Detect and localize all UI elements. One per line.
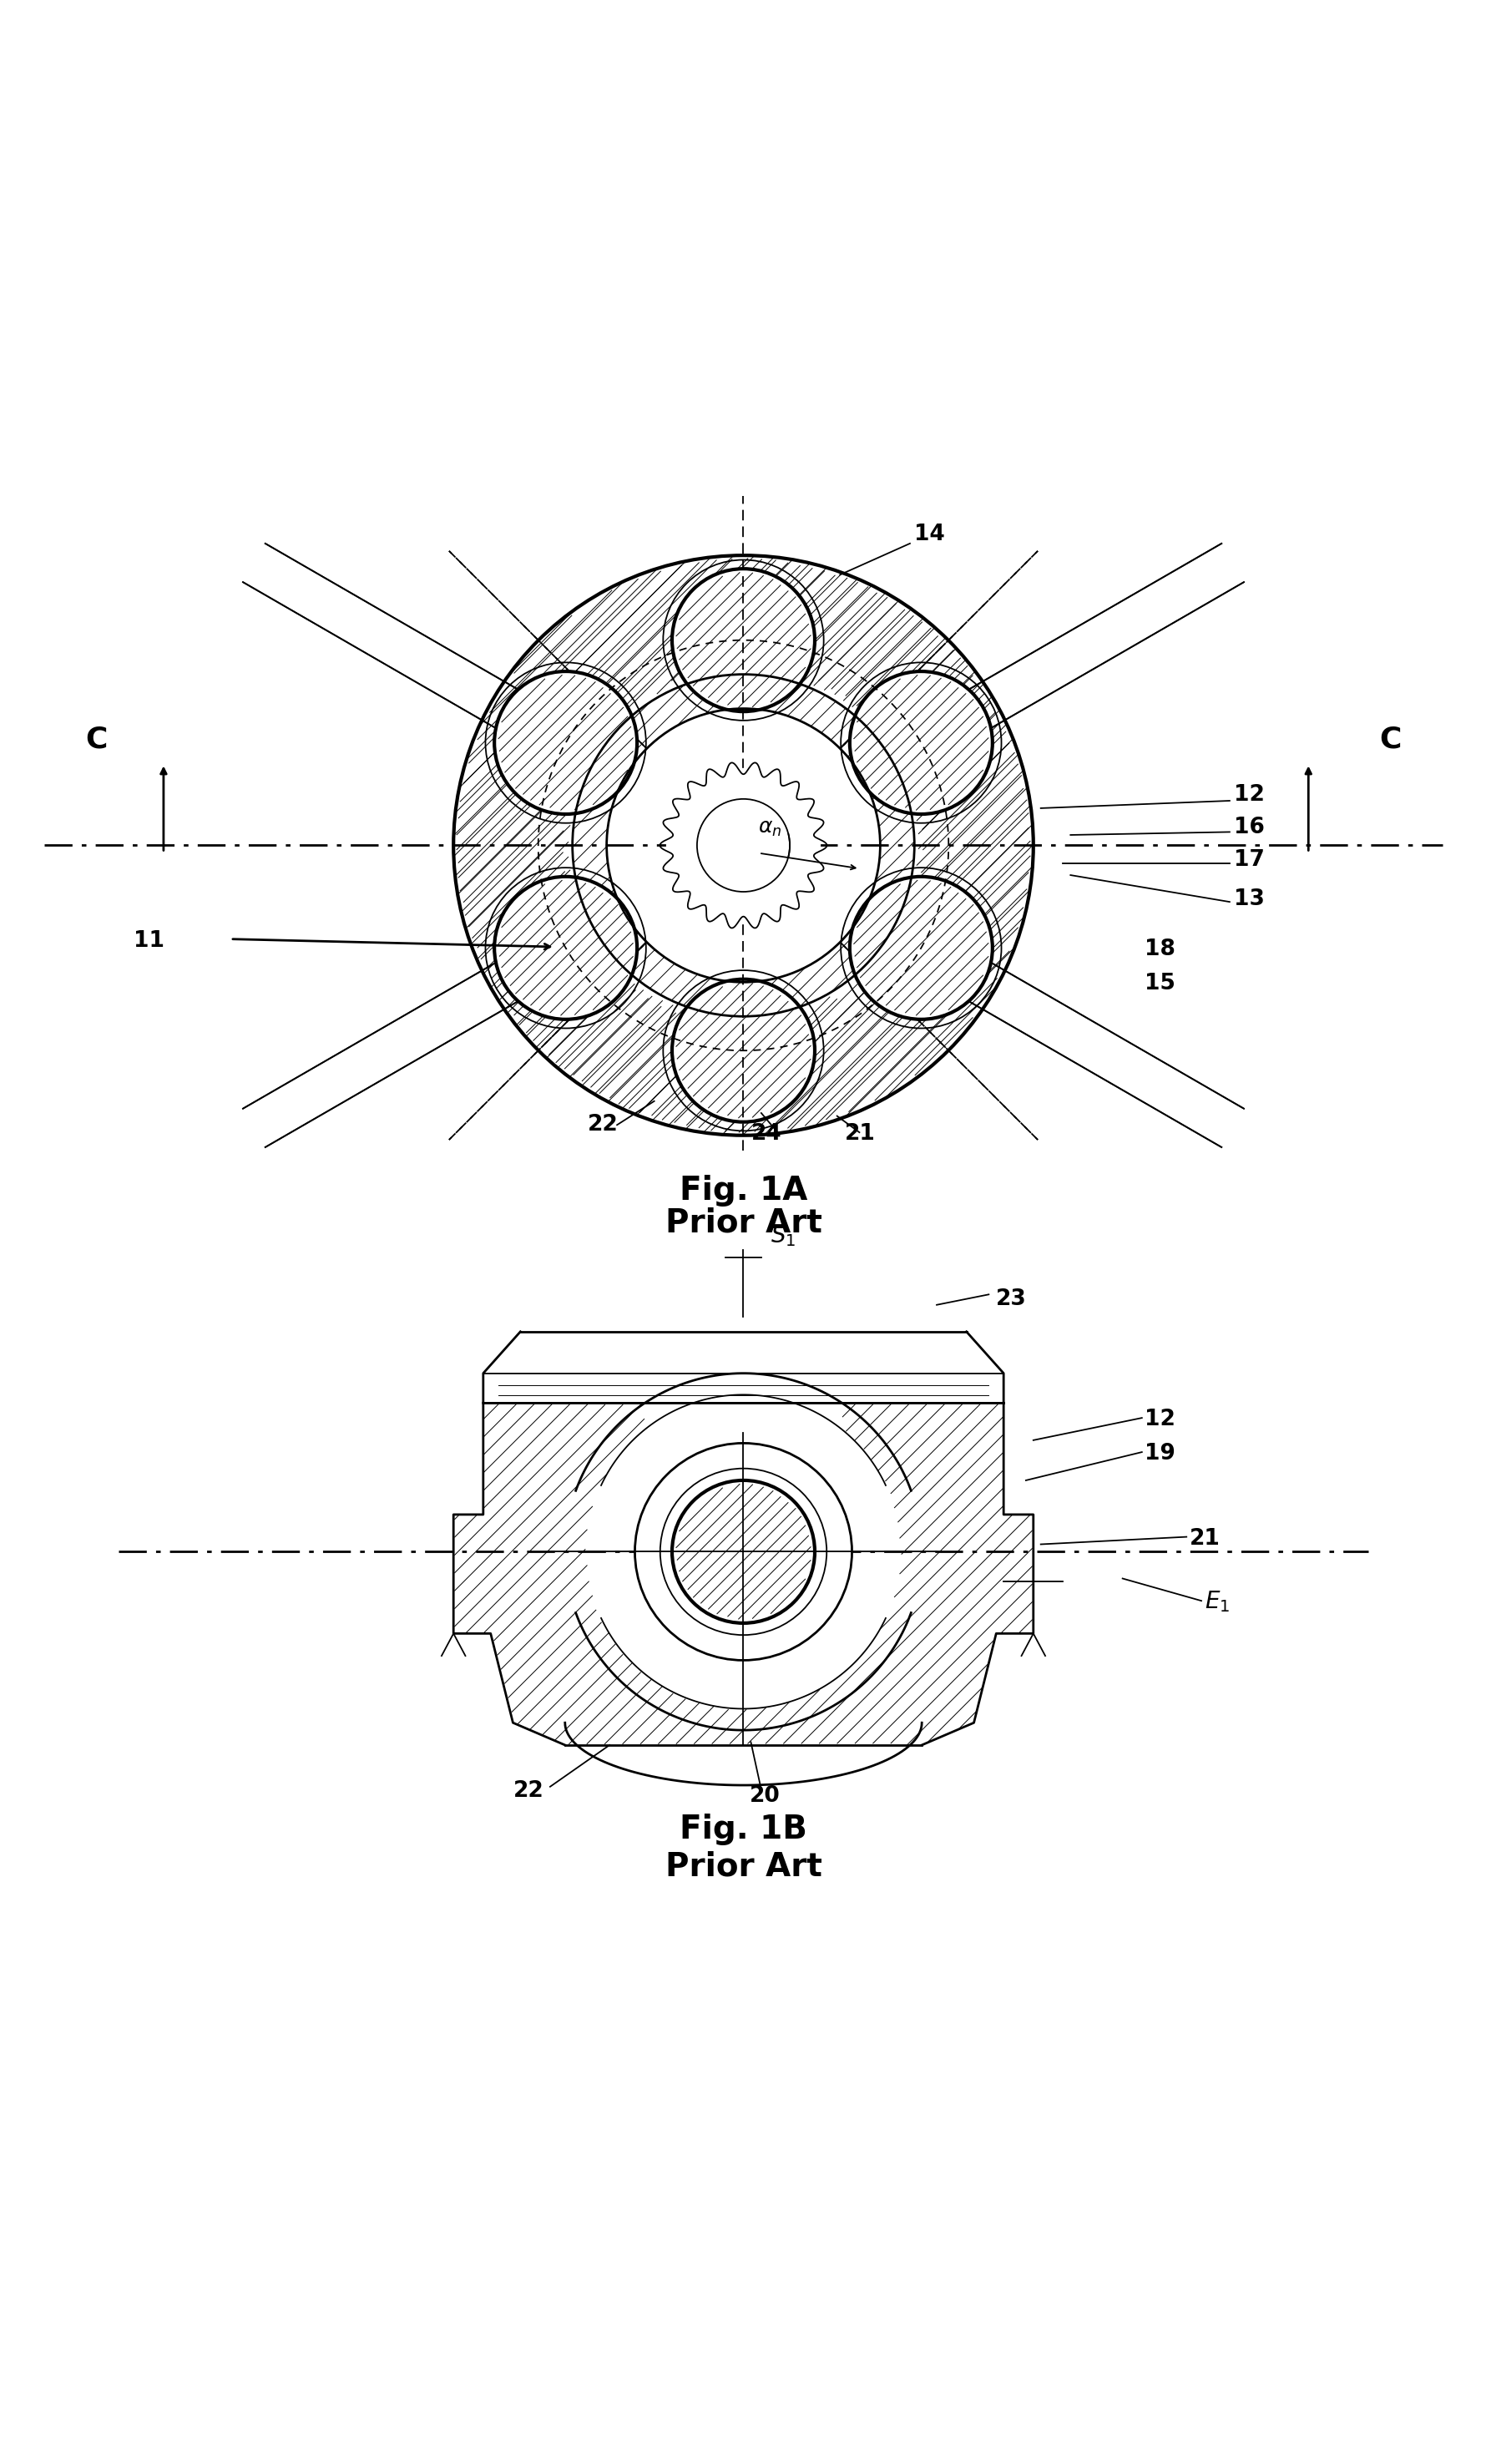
Text: 16: 16 (1233, 816, 1265, 838)
Text: Fig. 1B: Fig. 1B (679, 1814, 807, 1846)
Circle shape (606, 710, 880, 983)
Circle shape (590, 1397, 896, 1705)
Text: Prior Art: Prior Art (664, 1207, 822, 1239)
Text: 14: 14 (914, 525, 945, 545)
Text: $\alpha_n$: $\alpha_n$ (758, 818, 782, 838)
Text: Fig. 1A: Fig. 1A (679, 1175, 807, 1207)
Circle shape (572, 675, 914, 1015)
Text: 12: 12 (1233, 784, 1265, 806)
Text: 15: 15 (1144, 973, 1175, 995)
Circle shape (493, 877, 636, 1020)
Text: 19: 19 (1144, 1444, 1175, 1464)
Circle shape (672, 1481, 814, 1624)
Text: 20: 20 (749, 1784, 780, 1806)
Text: 11: 11 (134, 929, 165, 951)
Circle shape (493, 670, 636, 813)
Polygon shape (483, 1331, 1003, 1372)
Circle shape (660, 1469, 826, 1636)
Text: 23: 23 (996, 1289, 1027, 1311)
Text: $E_1$: $E_1$ (1204, 1589, 1229, 1614)
Text: 17: 17 (1233, 850, 1265, 872)
Polygon shape (483, 1372, 1003, 1402)
Text: 21: 21 (844, 1124, 875, 1146)
Text: 18: 18 (1144, 939, 1175, 961)
Text: 22: 22 (587, 1114, 618, 1136)
Circle shape (453, 554, 1033, 1136)
Text: Prior Art: Prior Art (664, 1850, 822, 1882)
Text: 21: 21 (1189, 1528, 1220, 1550)
Text: C: C (86, 724, 107, 754)
Text: 22: 22 (513, 1781, 544, 1801)
Text: $S_1$: $S_1$ (770, 1222, 795, 1249)
Circle shape (850, 877, 993, 1020)
Text: 13: 13 (1233, 887, 1265, 909)
Circle shape (697, 798, 789, 892)
Circle shape (672, 978, 814, 1121)
Circle shape (666, 769, 820, 922)
Polygon shape (453, 1402, 1033, 1745)
Text: 24: 24 (750, 1124, 782, 1146)
Circle shape (850, 670, 993, 813)
Text: C: C (1379, 724, 1400, 754)
Circle shape (672, 569, 814, 712)
Circle shape (635, 1444, 851, 1661)
Text: 12: 12 (1144, 1409, 1175, 1429)
